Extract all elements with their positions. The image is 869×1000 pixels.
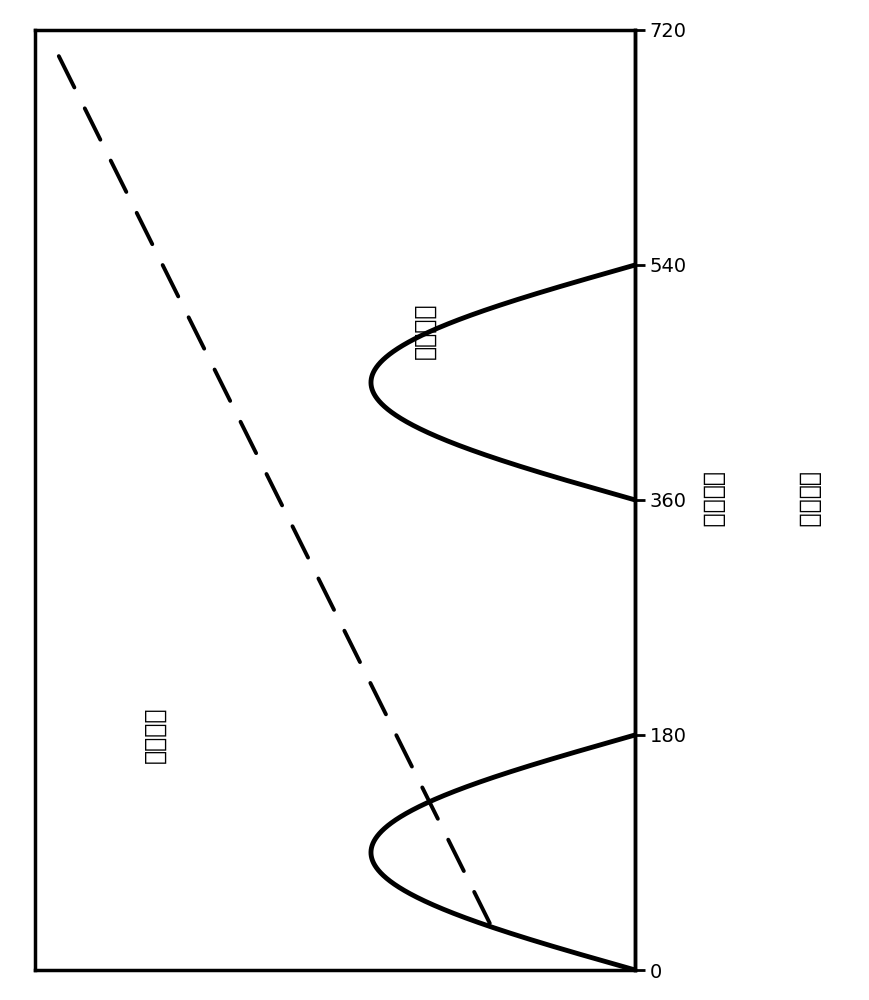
Text: 曲柄角度: 曲柄角度 xyxy=(700,472,725,528)
Text: 現有技術: 現有技術 xyxy=(796,472,820,528)
Text: 熱量換器: 熱量換器 xyxy=(143,707,167,763)
Text: 冷量換器: 冷量換器 xyxy=(413,302,436,359)
